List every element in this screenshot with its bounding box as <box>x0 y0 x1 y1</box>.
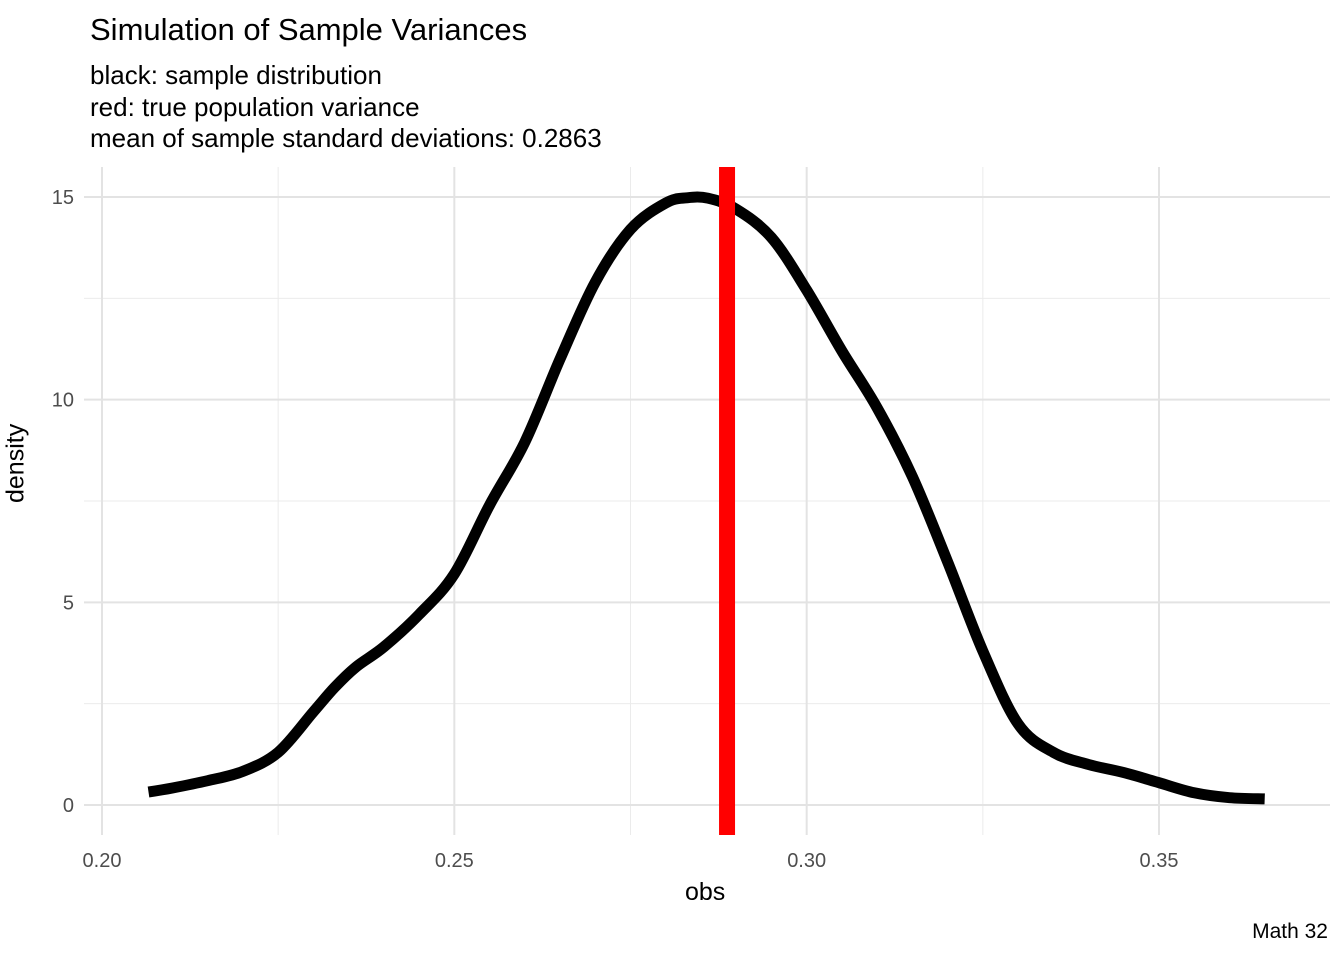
x-axis-label: obs <box>685 878 726 906</box>
y-tick-label: 5 <box>63 592 74 614</box>
grid-major <box>84 167 1330 835</box>
subtitle-line-3: mean of sample standard deviations: 0.28… <box>90 123 602 153</box>
y-tick-labels: 0 5 10 15 <box>52 187 74 817</box>
x-tick-label: 0.25 <box>435 850 474 872</box>
x-tick-label: 0.30 <box>787 850 826 872</box>
y-tick-label: 15 <box>52 187 74 209</box>
x-tick-label: 0.20 <box>83 850 122 872</box>
subtitle-line-1: black: sample distribution <box>90 60 382 90</box>
series-layer <box>147 191 1265 805</box>
subtitle-line-2: red: true population variance <box>90 92 420 122</box>
x-tick-labels: 0.20 0.25 0.30 0.35 <box>83 850 1179 872</box>
x-tick-label: 0.35 <box>1140 850 1179 872</box>
y-tick-label: 10 <box>52 390 74 412</box>
grid-minor <box>84 167 1330 835</box>
density-curve <box>147 191 1265 805</box>
y-tick-label: 0 <box>63 795 74 817</box>
chart-title: Simulation of Sample Variances <box>90 12 528 47</box>
y-axis-label: density <box>1 423 30 503</box>
caption: Math 32 <box>1252 920 1328 943</box>
